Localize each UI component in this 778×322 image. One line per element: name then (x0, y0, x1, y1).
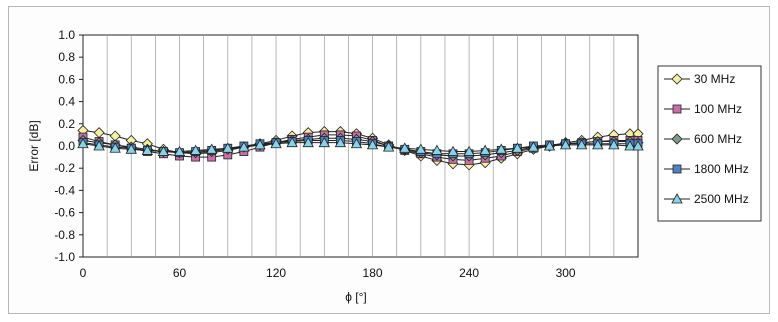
legend-label: 100 MHz (694, 102, 742, 116)
y-tick-label: 0.2 (58, 117, 75, 131)
data-point (206, 143, 218, 154)
legend-item: 2500 MHz (664, 192, 749, 206)
legend-item: 100 MHz (664, 102, 742, 116)
data-point (624, 140, 636, 151)
data-point (125, 143, 137, 154)
x-tick-label: 180 (363, 266, 383, 280)
x-tick-label: 240 (459, 266, 479, 280)
y-tick-label: -0.6 (54, 206, 75, 220)
data-point (366, 139, 379, 150)
data-point (109, 142, 121, 153)
data-point (415, 143, 427, 154)
data-point (286, 136, 298, 148)
data-point (173, 145, 186, 156)
y-tick-label: -0.8 (54, 228, 75, 242)
legend-marker (672, 164, 682, 174)
legend-marker (672, 104, 682, 114)
data-point (270, 137, 282, 149)
data-point (189, 144, 202, 155)
data-point (399, 142, 411, 153)
y-tick-label: 1.0 (58, 28, 75, 42)
data-point (447, 145, 459, 156)
data-point (543, 140, 556, 151)
y-tick-label: 0.8 (58, 50, 75, 64)
legend-label: 30 MHz (694, 72, 735, 86)
legend-marker (671, 73, 683, 85)
data-point (559, 139, 572, 150)
data-point (318, 136, 330, 148)
y-tick-label: -1.0 (54, 250, 75, 264)
data-point (222, 142, 234, 153)
data-point (302, 136, 314, 148)
legend-box (657, 65, 762, 222)
data-point (592, 139, 604, 150)
series-group (77, 124, 644, 171)
data-point (495, 143, 507, 154)
legend-label: 2500 MHz (694, 192, 749, 206)
data-point (479, 144, 491, 155)
y-tick-label: 0.6 (58, 72, 75, 86)
data-point (93, 140, 105, 151)
legend: 30 MHz 100 MHz 600 MHz 1800 MHz 2500 MHz (657, 65, 762, 222)
y-tick-label: -0.4 (54, 183, 75, 197)
data-point (77, 137, 89, 149)
x-tick-label: 300 (556, 266, 576, 280)
legend-label: 1800 MHz (694, 162, 749, 176)
data-point (141, 144, 154, 155)
legend-item: 30 MHz (664, 72, 735, 86)
legend-items: 30 MHz 100 MHz 600 MHz 1800 MHz 2500 MHz (664, 72, 749, 206)
y-tick-label: 0.4 (58, 95, 75, 109)
tick-labels: 1.0 0.8 0.6 0.4 0.2 0.0 -0.2 -0.4 -0.6 -0.8 -1.0 0 6… (54, 28, 576, 280)
x-tick-label: 60 (173, 266, 187, 280)
data-point (463, 145, 475, 156)
data-point (254, 139, 266, 150)
legend-item: 1800 MHz (664, 162, 749, 176)
y-tick-label: 0.0 (58, 139, 75, 153)
data-point (431, 144, 443, 155)
x-tick-label: 0 (80, 266, 87, 280)
legend-item: 600 MHz (664, 132, 742, 146)
data-point (632, 140, 644, 151)
series-2500-mhz (77, 136, 644, 156)
y-axis-label: Error [dB] (27, 120, 41, 171)
x-axis-label: ϕ [°] (345, 290, 367, 304)
data-point (157, 145, 170, 156)
data-point (350, 137, 363, 149)
data-point (382, 141, 395, 152)
data-point (608, 139, 620, 150)
legend-label: 600 MHz (694, 132, 742, 146)
y-tick-label: -0.2 (54, 161, 75, 175)
data-point (238, 141, 250, 152)
data-point (527, 141, 540, 152)
data-point (576, 139, 588, 150)
data-point (511, 142, 524, 153)
legend-marker (671, 193, 683, 204)
data-point (334, 136, 347, 148)
x-tick-label: 120 (266, 266, 286, 280)
legend-marker (671, 133, 683, 145)
